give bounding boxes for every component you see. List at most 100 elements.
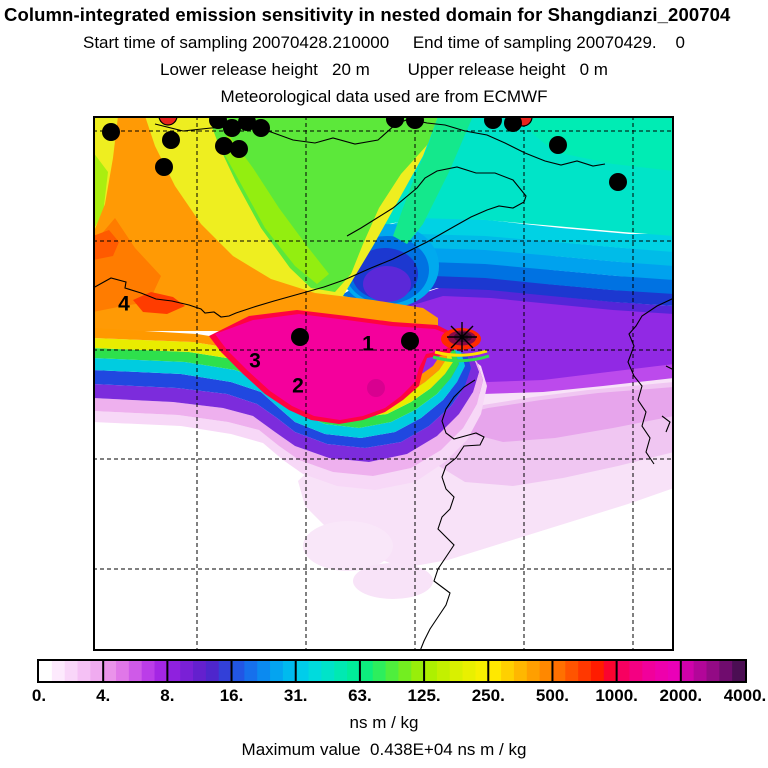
station-dot <box>484 111 502 129</box>
map-frame <box>93 116 674 651</box>
colorbar-cell <box>154 661 168 681</box>
colorbar-cell <box>308 661 322 681</box>
colorbar <box>37 659 747 683</box>
site-number-labels: 1 2 3 4 <box>118 293 374 398</box>
station-dot <box>223 119 241 137</box>
station-dot <box>252 119 270 137</box>
plume-ring-cyan <box>93 350 465 438</box>
colorbar-cell <box>218 661 233 681</box>
maximum-value-text: Maximum value 0.438E+04 ns m / kg <box>241 740 527 759</box>
contour-violet <box>343 288 674 336</box>
colorbar-cell <box>680 661 695 681</box>
station-dot <box>549 136 567 154</box>
colorbar-cell <box>616 661 631 681</box>
station-dot <box>209 111 227 129</box>
sensitivity-map: 1 2 3 4 <box>92 106 675 652</box>
colorbar-cell <box>359 661 374 681</box>
colorbar-tick: 8. <box>160 686 175 705</box>
colorbar-cell <box>488 661 502 681</box>
colorbar-cell <box>603 661 618 681</box>
colorbar-cell <box>231 661 245 681</box>
sampling-times-line: Start time of sampling 20070428.210000 E… <box>83 33 685 52</box>
colorbar-tick: 63. <box>348 686 372 705</box>
station-dot <box>406 111 424 129</box>
colorbar-cell <box>270 661 284 681</box>
hotspot-fringe-green <box>432 354 490 363</box>
latlon-grid <box>93 116 674 651</box>
colorbar-cell <box>244 661 258 681</box>
colorbar-cell <box>732 661 746 681</box>
contour-lavender-inner <box>441 387 674 442</box>
colorbar-cell <box>372 661 387 681</box>
colorbar-cell <box>90 661 104 681</box>
colorbar-cell <box>193 661 207 681</box>
plume-fringe-pale <box>93 356 487 490</box>
colorbar-cell <box>385 661 400 681</box>
colorbar-cell <box>116 661 130 681</box>
contour-lavender-blob <box>353 563 433 599</box>
colorbar-units: ns m / kg <box>349 713 419 732</box>
contour-teal-green-strip <box>393 116 473 244</box>
met-data-line: Meteorological data used are from ECMWF <box>220 87 548 106</box>
colorbar-cell <box>128 661 143 681</box>
colorbar-cell <box>565 661 579 681</box>
coast-bohai-west <box>419 379 485 652</box>
colorbar-cell <box>257 661 271 681</box>
release-heights-line: Lower release height 20 m Upper release … <box>160 60 608 79</box>
colorbar-cell <box>167 661 181 681</box>
hotspot-fringe-yellow <box>434 349 488 357</box>
colorbar-cell <box>398 661 412 681</box>
contour-teal-light <box>523 116 674 171</box>
colorbar-cell <box>39 661 53 681</box>
station-dot <box>102 123 120 141</box>
plume-ring-orange <box>93 328 447 408</box>
colorbar-cell <box>103 661 117 681</box>
plume-fringe-lavender <box>93 356 483 476</box>
colorbar-tick: 4. <box>96 686 111 705</box>
colorbar-cell <box>706 661 720 681</box>
colorbar-tick: 1000. <box>595 686 638 705</box>
site-label-4: 4 <box>118 293 130 316</box>
colorbar-cell <box>552 661 566 681</box>
colorbar-cell <box>539 661 554 681</box>
station-dot <box>609 173 627 191</box>
contour-blob-violet <box>363 266 411 302</box>
colorbar-tick: 16. <box>219 686 244 705</box>
colorbar-cell <box>347 661 361 681</box>
station-dot <box>162 131 180 149</box>
colorbar-cell <box>642 661 656 681</box>
colorbar-cell <box>205 661 220 681</box>
contour-corner-sliver <box>93 152 108 230</box>
border-west <box>92 166 527 318</box>
receptor-marker <box>447 322 477 352</box>
colorbar-tick: 250. <box>471 686 505 705</box>
colorbar-cell <box>77 661 91 681</box>
colorbar-cell <box>667 661 682 681</box>
colorbar-cell <box>51 661 66 681</box>
colorbar-cell <box>64 661 79 681</box>
colorbar-tick: 2000. <box>659 686 703 705</box>
plume-ring-yellow <box>93 338 453 418</box>
station-dot <box>504 114 522 132</box>
station-dot <box>401 332 419 350</box>
colorbar-cell <box>629 661 643 681</box>
plume-core-pink <box>215 314 457 420</box>
colorbar-tick: 500. <box>535 686 569 705</box>
colorbar-cell <box>590 661 605 681</box>
contour-green-zone <box>208 116 438 292</box>
station-dot <box>215 137 233 155</box>
colorbar-cell <box>449 661 464 681</box>
colorbar-cell <box>513 661 528 681</box>
coast-fragment <box>661 415 671 433</box>
colorbar-cell <box>526 661 541 681</box>
contour-orange-zone <box>93 116 438 331</box>
page-title: Column-integrated emission sensitivity i… <box>4 4 731 25</box>
colorbar-cell <box>180 661 194 681</box>
contour-lavender-blob <box>303 521 393 571</box>
plume-dark-spot <box>367 379 385 397</box>
plume-ring-blue <box>93 352 471 448</box>
contour-green-light <box>221 134 329 284</box>
colorbar-tick: 31. <box>283 686 308 705</box>
site-label-2: 2 <box>292 375 304 398</box>
